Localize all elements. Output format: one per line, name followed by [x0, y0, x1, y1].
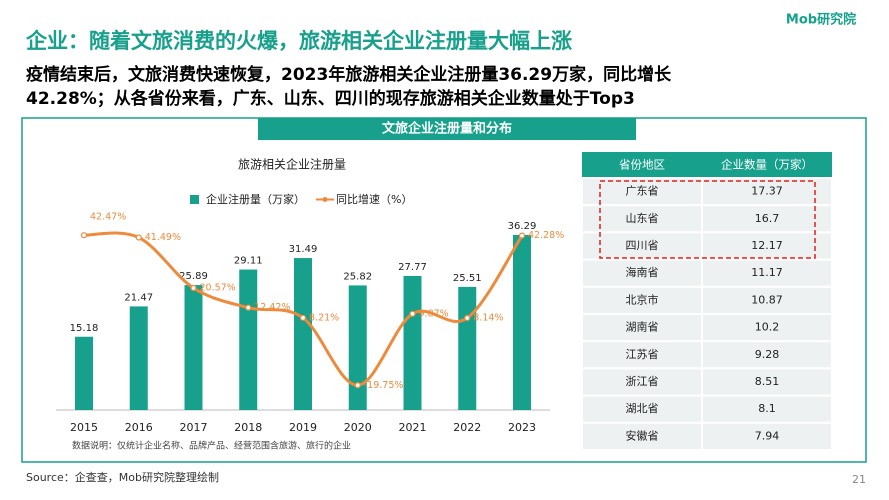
table-cell: 10.2 — [755, 321, 780, 334]
table-cell: 四川省 — [626, 239, 659, 252]
bar-label: 25.89 — [179, 271, 208, 282]
point-label: 41.49% — [145, 232, 181, 243]
point-label: 8.21% — [309, 312, 339, 323]
bar-label: 36.29 — [508, 221, 537, 232]
point-label: 8.14% — [473, 312, 503, 323]
table-cell: 湖南省 — [626, 321, 659, 334]
slide-title: 企业：随着文旅消费的火爆，旅游相关企业注册量大幅上涨 — [25, 29, 572, 53]
bar — [184, 285, 203, 410]
chart-title: 旅游相关企业注册量 — [238, 157, 346, 172]
legend-label: 企业注册量（万家） — [206, 192, 305, 206]
x-tick-label: 2021 — [399, 421, 427, 434]
table-cell: 江苏省 — [626, 348, 659, 361]
panel-title: 文旅企业注册量和分布 — [382, 121, 512, 137]
line — [83, 231, 524, 387]
subtitle: 疫情结束后，文旅消费快速恢复，2023年旅游相关企业注册量36.29万家，同比增… — [26, 64, 672, 85]
table-cell: 7.94 — [755, 429, 780, 442]
table-row — [581, 421, 833, 451]
bar-label: 29.11 — [234, 256, 263, 267]
table-row — [581, 367, 833, 397]
point — [464, 314, 471, 322]
bar — [294, 258, 312, 410]
x-tick-label: 2017 — [180, 421, 208, 434]
table-cell: 湖北省 — [626, 402, 659, 415]
table-cell: 安徽省 — [626, 428, 659, 442]
source: Source：企查查，Mob研究院整理绘制 — [26, 470, 219, 484]
x-tick-label: 2018 — [234, 421, 262, 434]
table: 省份地区 企业数量（万家） 广东省 17.37 山东省 16.7 四川省 12.17 海南省 11… — [581, 152, 833, 451]
table-cell: 北京市 — [626, 292, 659, 306]
point-label: -19.75% — [364, 380, 404, 391]
table-row — [581, 285, 833, 315]
legend-label: 同比增速（%） — [336, 192, 412, 206]
legend-swatch — [322, 197, 328, 202]
table-row — [581, 313, 833, 343]
point-label: 20.57% — [200, 282, 236, 293]
subtitle: 42.28%；从各省份来看，广东、山东、四川的现存旅游相关企业数量处于Top3 — [26, 88, 635, 109]
chart-note: 数据说明：仅统计企业名称、品牌产品、经营范围含旅游、旅行的企业 — [72, 440, 351, 452]
point-label: 42.28% — [528, 230, 564, 241]
table-cell: 海南省 — [626, 265, 659, 279]
bar-label: 25.51 — [453, 273, 482, 284]
bar-label: 27.77 — [398, 262, 427, 273]
point — [518, 232, 526, 239]
bar — [129, 306, 148, 410]
table-cell: 山东省 — [626, 212, 659, 225]
bar — [348, 285, 367, 410]
bar-label: 15.18 — [70, 323, 99, 334]
highlight-box — [599, 180, 816, 259]
table-cell: 17.37 — [751, 185, 783, 198]
table-cell: 8.1 — [758, 402, 776, 415]
point — [135, 234, 142, 241]
x-tick-label: 2022 — [453, 421, 481, 434]
table-row — [581, 340, 833, 370]
table-row — [581, 394, 833, 424]
point-label: 9.87% — [419, 308, 449, 319]
bar — [239, 269, 258, 410]
table-row — [581, 258, 833, 288]
point-label: 42.47% — [90, 212, 126, 223]
point — [409, 310, 416, 317]
table-cell: 16.7 — [755, 212, 780, 225]
table-cell: 11.17 — [751, 266, 783, 279]
legend-swatch — [190, 195, 199, 204]
table-header-cell: 企业数量（万家） — [721, 158, 813, 172]
bar — [403, 276, 422, 410]
panel-header — [258, 118, 636, 140]
bar — [75, 336, 93, 410]
table-cell: 广东省 — [626, 185, 659, 198]
table-row — [581, 231, 833, 261]
table-row — [581, 204, 833, 234]
x-tick-label: 2015 — [70, 421, 98, 434]
x-tick-label: 2019 — [289, 421, 317, 434]
bar-label: 31.49 — [289, 244, 318, 255]
point — [190, 284, 197, 292]
point — [299, 314, 307, 321]
bar-label: 25.82 — [343, 271, 372, 282]
table-cell: 浙江省 — [626, 375, 659, 388]
table-header — [582, 152, 832, 178]
table-cell: 8.51 — [755, 375, 780, 388]
table-cell: 9.28 — [755, 348, 780, 361]
bar — [458, 286, 477, 410]
point — [80, 232, 88, 239]
point — [354, 382, 361, 389]
logo: Mob研究院 — [786, 12, 856, 28]
page-number: 21 — [852, 473, 866, 486]
table-cell: 12.17 — [751, 239, 783, 252]
table-header-cell: 省份地区 — [619, 158, 665, 172]
point — [245, 304, 252, 311]
x-tick-label: 2020 — [344, 421, 372, 434]
x-tick-label: 2016 — [125, 421, 153, 434]
table-row — [581, 177, 833, 207]
point-label: 12.42% — [254, 302, 290, 313]
bar — [513, 234, 531, 410]
x-tick-label: 2023 — [508, 421, 536, 434]
bar-label: 21.47 — [124, 292, 153, 303]
table-cell: 10.87 — [751, 293, 783, 306]
